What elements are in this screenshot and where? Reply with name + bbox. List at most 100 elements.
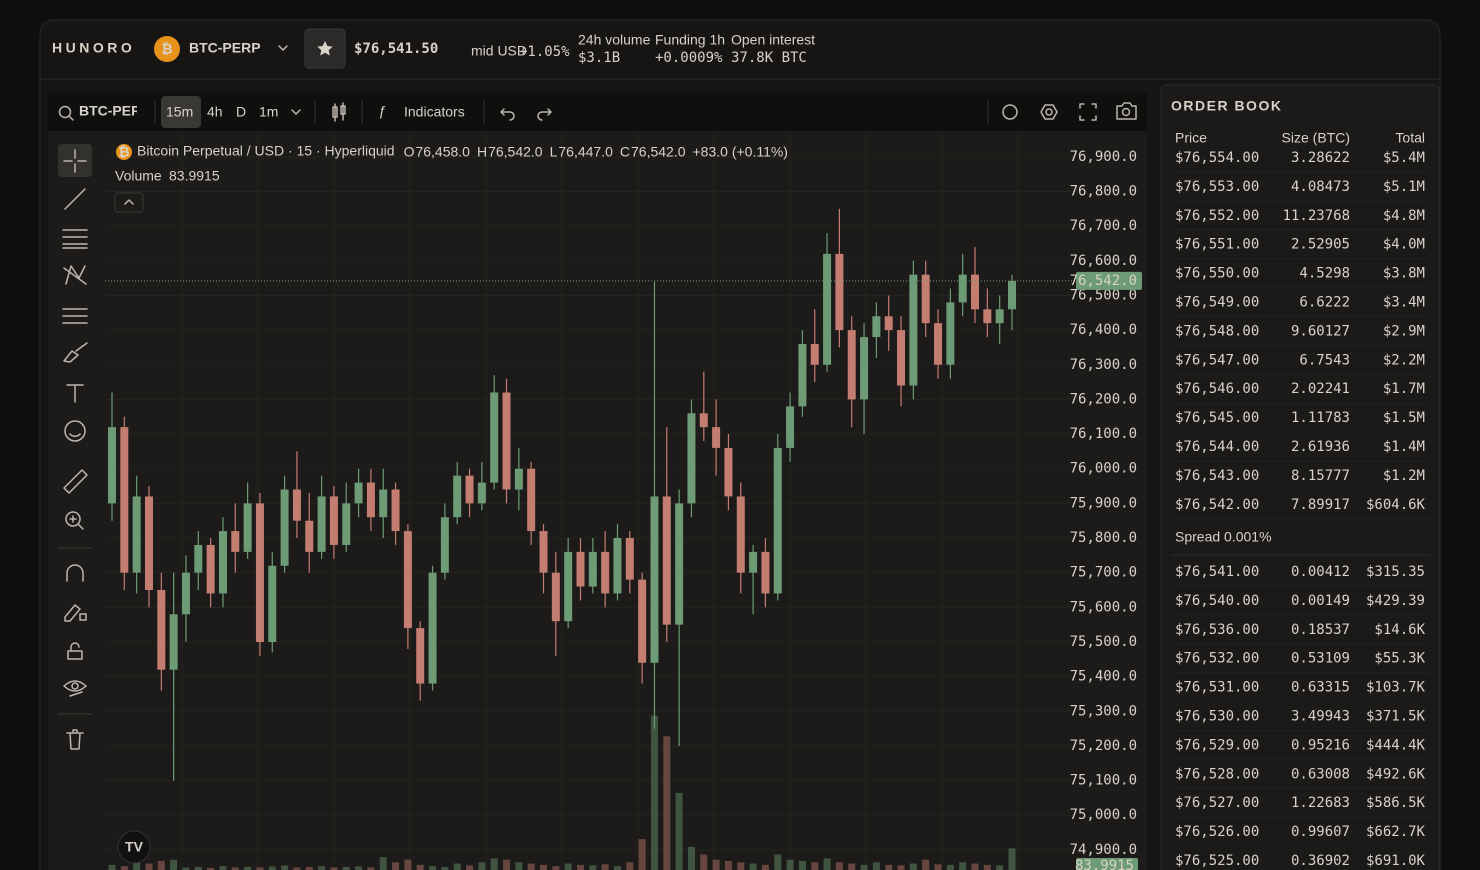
screenshot-button[interactable] — [1116, 102, 1137, 120]
candle-body — [625, 538, 634, 580]
plot: 76,900.0 76,800.0 76,700.0 76,600.0 76,500.0… — [105, 149, 1142, 870]
size: 0.99607 — [1291, 824, 1350, 840]
volume-bar — [355, 866, 363, 870]
fib-tool[interactable] — [62, 229, 88, 249]
y-tick-label: 76,700.0 — [1070, 218, 1137, 234]
y-tick-label: 75,500.0 — [1070, 634, 1137, 650]
interval-button[interactable]: 4h — [207, 104, 223, 120]
symbol-selector[interactable]: ₿ BTC-PERP — [154, 36, 288, 62]
y-tick-label: 75,800.0 — [1070, 530, 1137, 546]
visibility-tool[interactable] — [63, 680, 87, 697]
btc-icon — [154, 36, 180, 62]
redo-button[interactable] — [537, 108, 552, 121]
y-tick-label: 74,900.0 — [1070, 842, 1137, 858]
chart-toolbar — [48, 93, 1147, 131]
emoji-tool[interactable] — [64, 420, 86, 442]
pattern-tool[interactable] — [63, 265, 87, 285]
ohlc-value: 76,542.0 — [631, 144, 686, 160]
volume-bar — [478, 862, 486, 870]
volume-tag-label: 83.9915 — [1075, 858, 1134, 870]
volume-bar — [404, 859, 412, 870]
candle-body — [1008, 280, 1016, 310]
price-change: +1.05% — [519, 44, 570, 60]
volume-value: 83.9915 — [169, 168, 220, 184]
interval-chevron[interactable] — [291, 109, 301, 115]
volume-bar — [823, 858, 831, 870]
price: $76,540.00 — [1175, 593, 1259, 609]
alert-button[interactable] — [1002, 104, 1018, 120]
size: 0.18537 — [1291, 622, 1350, 638]
stat-value: $3.1B — [578, 50, 620, 66]
emoji-smile — [69, 433, 81, 437]
candle-body — [749, 551, 758, 573]
drawing-tools — [58, 144, 92, 750]
candle-body — [736, 496, 745, 573]
trendline-tool[interactable] — [64, 188, 86, 210]
volume-bar — [367, 867, 375, 870]
candle-body — [798, 343, 807, 407]
candle-body — [108, 427, 116, 504]
volume-tag — [1076, 858, 1138, 870]
interval-button[interactable]: 15m — [166, 104, 193, 120]
volume-bar — [860, 864, 868, 870]
volume-bar — [453, 863, 461, 870]
volume-bar — [601, 864, 609, 870]
chart-type-button[interactable] — [332, 102, 346, 122]
total: $586.5K — [1366, 795, 1426, 811]
search-icon — [58, 105, 72, 119]
symbol-search[interactable]: BTC-PERP — [79, 103, 151, 119]
size: 2.02241 — [1291, 381, 1350, 397]
fullscreen-button[interactable] — [1079, 103, 1097, 121]
indicators-button[interactable]: Indicators — [404, 104, 465, 120]
stat-value: 37.8K BTC — [731, 50, 807, 66]
settings-button[interactable] — [1040, 104, 1058, 120]
undo-button[interactable] — [500, 108, 515, 121]
price: $76,529.00 — [1175, 737, 1259, 753]
candle-body — [490, 392, 499, 483]
collapse-icon — [124, 199, 134, 205]
candle-body — [675, 503, 684, 625]
column-header: Total — [1395, 130, 1425, 146]
ruler-tool[interactable] — [63, 469, 88, 494]
y-tick-label: 75,300.0 — [1070, 703, 1137, 719]
candle-body — [280, 489, 289, 566]
size: 2.61936 — [1291, 439, 1350, 455]
volume-bar — [490, 858, 498, 870]
text-tool[interactable] — [66, 384, 84, 403]
projection-tool[interactable] — [62, 308, 88, 324]
volume-bar — [170, 859, 178, 870]
size: 8.15777 — [1291, 468, 1350, 484]
magnet-tool[interactable] — [66, 564, 84, 582]
crosshair-icon — [63, 149, 87, 173]
candle-body — [884, 316, 893, 331]
price: $76,546.00 — [1175, 381, 1259, 397]
interval-button[interactable]: 1m — [259, 104, 278, 120]
crosshair-tool[interactable] — [58, 144, 92, 177]
candle-body — [724, 447, 733, 497]
y-tick-label: 76,600.0 — [1070, 253, 1137, 269]
candle-body — [403, 531, 412, 629]
volume-bar — [934, 864, 942, 870]
last-price-tag — [1076, 271, 1142, 290]
collapse-legend[interactable] — [114, 192, 144, 213]
candle-body — [342, 503, 351, 545]
interval-button[interactable]: D — [236, 104, 246, 120]
volume-bar — [120, 866, 128, 870]
total: $5.4M — [1383, 150, 1425, 166]
volume-bar — [416, 864, 424, 870]
total: $103.7K — [1366, 680, 1426, 696]
delete-tool[interactable] — [66, 729, 84, 750]
lock-tool[interactable] — [67, 642, 83, 660]
volume-bar — [256, 867, 264, 870]
lock-drawing-tool[interactable] — [64, 604, 87, 622]
volume-bar — [564, 863, 572, 870]
brush-tool[interactable] — [63, 342, 88, 363]
price: $76,552.00 — [1175, 208, 1259, 224]
ohlc: O 76,458.0 H 76,542.0 L 76,447.0 C 76,542.0 +83.… — [404, 144, 788, 160]
zoom-tool[interactable] — [65, 511, 81, 527]
volume-bar — [786, 859, 794, 870]
price: $76,530.00 — [1175, 709, 1259, 725]
total: $55.3K — [1374, 651, 1425, 667]
y-tick-label: 76,900.0 — [1070, 149, 1137, 165]
